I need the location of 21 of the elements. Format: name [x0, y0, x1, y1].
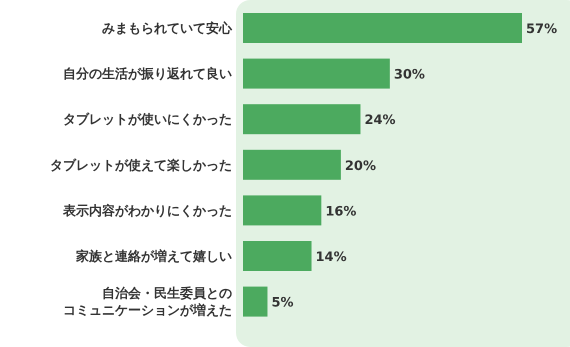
y-tick-label: タブレットが使いにくかった: [63, 112, 232, 128]
data-label: 30%: [394, 68, 425, 83]
bar: [243, 13, 522, 43]
bar: [243, 286, 268, 317]
data-label: 16%: [325, 204, 356, 220]
bar: [243, 150, 341, 180]
data-label: 5%: [271, 296, 294, 311]
y-tick-label: 表示内容がわかりにくかった: [62, 202, 232, 219]
data-label: 20%: [344, 158, 376, 174]
y-tick-label: タブレットが使えて楽しかった: [50, 157, 232, 174]
bar: [243, 241, 312, 271]
data-label: 14%: [316, 250, 347, 265]
y-tick-label: 自治会・民生委員とのコミュニケーションが増えた: [63, 286, 232, 319]
y-tick-label: 家族と連絡が増えて嬉しい: [75, 248, 232, 264]
y-tick-label: 自分の生活が振り返れて良い: [63, 66, 232, 82]
data-label: 57%: [526, 22, 558, 37]
bar: [243, 58, 390, 89]
bar: [243, 195, 322, 226]
y-tick-label: みまもられていて安心: [102, 20, 233, 36]
bar: [243, 104, 360, 134]
data-label: 24%: [364, 113, 396, 128]
